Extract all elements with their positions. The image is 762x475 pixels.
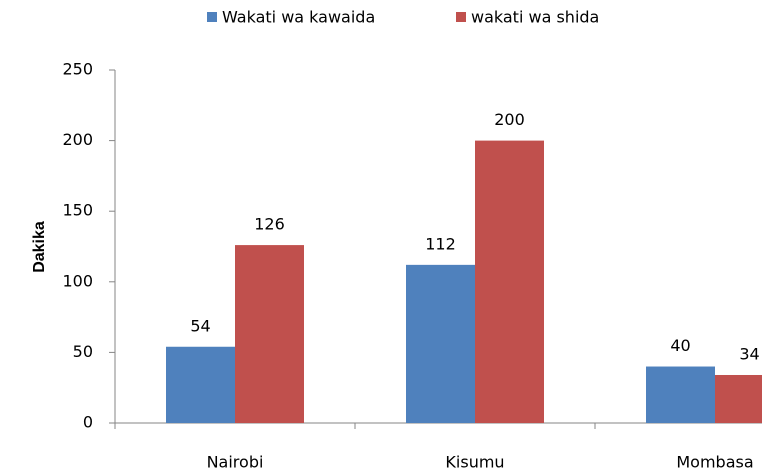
x-tick-label: Nairobi: [207, 453, 264, 472]
y-tick-label: 0: [83, 413, 93, 432]
data-label: 40: [670, 336, 690, 355]
bar: [646, 366, 715, 423]
x-tick-label: Kisumu: [445, 453, 504, 472]
bar: [475, 140, 544, 423]
y-tick-label: 150: [62, 201, 93, 220]
y-tick-label: 200: [62, 130, 93, 149]
y-tick-label: 250: [62, 60, 93, 79]
legend-label: wakati wa shida: [471, 8, 599, 27]
data-label: 54: [190, 316, 210, 335]
data-label: 112: [425, 234, 456, 253]
y-axis-label: Dakika: [31, 221, 48, 273]
legend-label: Wakati wa kawaida: [222, 8, 375, 27]
legend-swatch: [207, 12, 217, 22]
data-label: 34: [739, 344, 759, 363]
bar: [235, 245, 304, 423]
y-tick-label: 50: [73, 342, 93, 361]
x-tick-label: Mombasa: [676, 453, 753, 472]
data-label: 126: [254, 215, 285, 234]
legend-swatch: [456, 12, 466, 22]
y-tick-label: 100: [62, 271, 93, 290]
bar: [715, 374, 762, 423]
data-label: 200: [494, 110, 525, 129]
bar: [406, 264, 475, 423]
bar: [166, 346, 235, 423]
